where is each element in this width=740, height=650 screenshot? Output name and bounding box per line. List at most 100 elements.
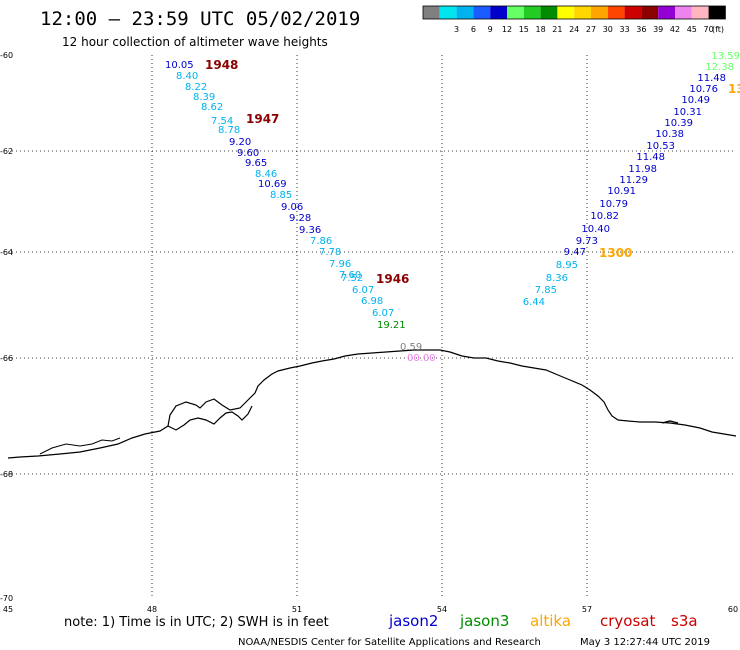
track-time-label: 1948 <box>205 58 238 72</box>
wave-height-value: 10.40 <box>581 224 610 235</box>
color-swatch <box>507 6 524 19</box>
color-scale-tick: 27 <box>586 25 596 34</box>
wave-height-value: 8.22 <box>185 82 207 93</box>
lat-lon-grid: 45 48 51 54 57 60 -60 -62 -64 -66 -68 -70 <box>0 51 738 614</box>
color-swatch <box>473 6 491 19</box>
wave-height-value: 6.98 <box>361 296 383 307</box>
color-swatch <box>658 6 675 19</box>
map-subtitle: 12 hour collection of altimeter wave hei… <box>62 35 328 49</box>
satellite-legend-item: jason3 <box>459 612 509 630</box>
color-scale-tick: 39 <box>653 25 663 34</box>
wave-height-value: 10.05 <box>165 60 194 71</box>
satellite-track-left: 10.058.408.228.398.62 7.548.789.209.609.6… <box>165 60 406 331</box>
footer-credit: NOAA/NESDIS Center for Satellite Applica… <box>238 637 541 648</box>
wave-height-value: 7.86 <box>310 236 332 247</box>
wave-height-value: 10.82 <box>590 211 619 222</box>
wave-height-value: 11.29 <box>619 175 648 186</box>
satellite-legend-item: altika <box>530 612 571 630</box>
map-title: 12:00 — 23:59 UTC 05/02/2019 <box>40 8 360 30</box>
color-swatch <box>675 6 692 19</box>
antarctic-coastline <box>7 349 737 459</box>
coastline-inlet <box>661 420 679 424</box>
track-time-labels: 1948 1947 1946 1300 13 <box>205 58 740 286</box>
wave-height-value: 0.59 <box>400 342 422 353</box>
wave-height-value: 11.48 <box>697 73 726 84</box>
satellite-legend: jason2 jason3 altika cryosat s3a <box>388 612 698 630</box>
color-swatch <box>591 6 608 19</box>
satellite-legend-item: jason2 <box>388 612 438 630</box>
footer-timestamp: May 3 12:27:44 UTC 2019 <box>580 637 710 648</box>
wave-height-value: 9.60 <box>237 148 259 159</box>
color-scale-tick: 6 <box>471 25 476 34</box>
color-swatch <box>423 6 440 19</box>
track-time-label: 1300 <box>599 246 632 260</box>
track-time-label: 13 <box>728 82 740 96</box>
wave-height-value: 10.49 <box>681 95 710 106</box>
wave-height-value: 9.06 <box>281 202 303 213</box>
color-scale-tick: 9 <box>488 25 493 34</box>
latitude-tick: -62 <box>0 147 13 156</box>
longitude-tick: 51 <box>292 605 302 614</box>
wave-height-value: 10.39 <box>664 118 693 129</box>
wave-height-value: 7.60 <box>339 270 361 281</box>
coastline-detail <box>167 405 253 431</box>
wave-height-value: 7.96 <box>329 259 351 270</box>
color-scale-unit: (ft) <box>712 25 724 34</box>
wave-height-value: 10.69 <box>258 179 287 190</box>
longitude-tick: 48 <box>147 605 157 614</box>
wave-height-value: 8.95 <box>556 260 578 271</box>
color-swatch <box>540 6 558 19</box>
wave-height-value: 8.46 <box>255 169 277 180</box>
wave-height-value: 7.85 <box>535 285 557 296</box>
color-swatch <box>523 6 541 19</box>
ice-shelf-outline <box>39 437 121 455</box>
wave-height-value: 8.39 <box>193 92 215 103</box>
color-scale-tick: 21 <box>552 25 562 34</box>
wave-height-value: 9.65 <box>245 158 267 169</box>
color-swatch <box>708 6 726 19</box>
wave-height-value: 10.91 <box>607 186 636 197</box>
wave-height-value: 00.00 <box>407 353 436 364</box>
wave-height-value: 10.79 <box>599 199 628 210</box>
longitude-tick: 54 <box>437 605 447 614</box>
latitude-tick: -64 <box>0 248 13 257</box>
color-swatch <box>641 6 659 19</box>
wave-height-value: 9.28 <box>289 213 311 224</box>
footer-note: note: 1) Time is in UTC; 2) SWH is in fe… <box>64 615 329 630</box>
wave-height-value: 10.31 <box>673 107 702 118</box>
latitude-tick: -68 <box>0 470 13 479</box>
wave-height-value: 13.59 <box>711 51 740 62</box>
longitude-tick: 60 <box>728 605 738 614</box>
wave-height-value: 8.40 <box>176 71 198 82</box>
wave-height-value: 7.54 <box>211 116 233 127</box>
color-scale-tick: 15 <box>519 25 529 34</box>
wave-height-value: 12.38 <box>705 62 734 73</box>
color-scale-legend: 3 6 9 12 15 18 21 24 27 30 33 36 39 42 45 70(ft) <box>422 5 726 34</box>
wave-height-value: 7.78 <box>319 247 341 258</box>
satellite-legend-item: s3a <box>671 612 698 630</box>
longitude-tick: 57 <box>582 605 592 614</box>
color-scale-tick: 3 <box>454 25 459 34</box>
wave-height-value: 9.73 <box>576 236 598 247</box>
color-swatch <box>557 6 575 19</box>
color-swatch <box>574 6 591 19</box>
wave-height-value: 11.98 <box>628 164 657 175</box>
wave-height-value: 10.38 <box>655 129 684 140</box>
wave-height-value: 10.53 <box>646 141 675 152</box>
wave-height-value: 8.36 <box>546 273 568 284</box>
wave-height-value: 6.44 <box>523 297 545 308</box>
wave-height-value: 19.21 <box>377 320 406 331</box>
wave-height-value: 8.85 <box>270 190 292 201</box>
satellite-track-right: 13.5912.3811.4810.7610.4910.3110.3910.38… <box>523 51 740 308</box>
color-scale-tick: 70 <box>704 25 714 34</box>
wave-height-value: 6.07 <box>372 308 394 319</box>
color-swatch <box>439 6 457 19</box>
wave-height-value: 10.76 <box>689 84 718 95</box>
color-swatch <box>607 6 625 19</box>
color-swatch <box>624 6 642 19</box>
color-swatch <box>691 6 709 19</box>
wave-height-value: 9.20 <box>229 137 251 148</box>
wave-height-value: 6.07 <box>352 285 374 296</box>
wave-height-value: 9.36 <box>299 225 321 236</box>
